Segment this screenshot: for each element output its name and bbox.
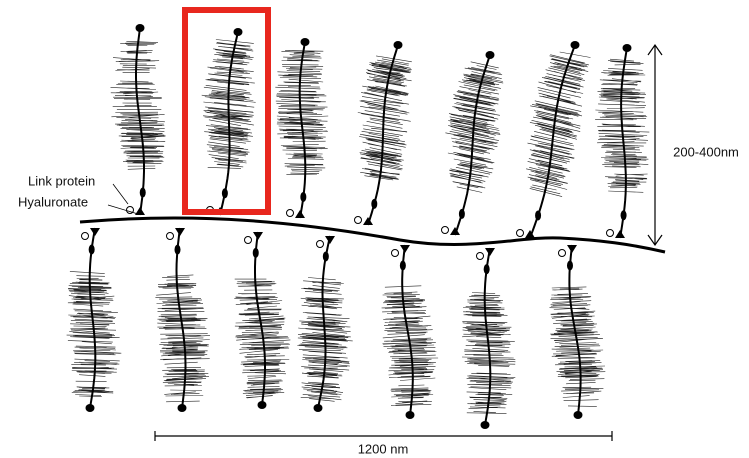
g-domain <box>566 260 573 271</box>
link-protein <box>476 252 484 260</box>
attachment <box>450 227 460 235</box>
core-protein <box>454 54 491 236</box>
g-domain <box>139 187 146 198</box>
attachment <box>400 245 410 253</box>
g1-domain <box>622 44 632 52</box>
g-domain <box>399 260 406 271</box>
g-domain <box>620 210 627 221</box>
attachment <box>615 230 625 238</box>
core-protein <box>317 235 331 409</box>
hyaluronate-label: Hyaluronate <box>18 194 88 209</box>
attachment <box>175 228 185 236</box>
g-domain <box>221 188 228 199</box>
bristles <box>357 55 412 181</box>
link-protein <box>606 229 614 237</box>
link-protein <box>286 209 294 217</box>
g1-domain <box>480 421 490 429</box>
g1-domain <box>393 41 403 49</box>
bristles <box>155 274 211 403</box>
g-domain <box>322 251 329 262</box>
core-protein <box>401 244 414 416</box>
g1-domain <box>300 38 310 46</box>
core-protein <box>88 227 97 409</box>
g-domain <box>88 244 95 255</box>
link-protein <box>391 249 399 257</box>
g-domain <box>458 208 465 219</box>
link-protein <box>354 216 362 224</box>
attachment <box>295 210 305 218</box>
link-protein <box>316 240 324 248</box>
highlight-box <box>182 7 271 215</box>
g1-domain <box>85 404 95 412</box>
core-protein <box>175 227 187 409</box>
attachment <box>135 207 145 215</box>
height-label: 200-400nm <box>673 144 739 159</box>
g1-domain <box>177 404 187 412</box>
link-protein <box>244 236 252 244</box>
core-protein <box>367 44 399 226</box>
g1-domain <box>135 24 145 32</box>
g1-domain <box>313 404 323 412</box>
g-domain <box>174 244 181 255</box>
g1-domain <box>257 401 267 409</box>
attachment <box>90 228 100 236</box>
hyaluronate-backbone <box>79 216 666 254</box>
g1-domain <box>570 41 580 49</box>
core-protein <box>219 31 239 216</box>
monomers <box>66 24 650 429</box>
g-domain <box>535 210 542 221</box>
link-protein <box>166 232 174 240</box>
link-protein <box>558 249 566 257</box>
length-ticks <box>154 431 613 441</box>
g1-domain <box>233 28 243 36</box>
core-protein <box>135 27 145 216</box>
length-label: 1200 nm <box>358 441 409 456</box>
core-protein <box>529 44 576 239</box>
g-domain <box>252 247 259 258</box>
g-domain <box>483 264 490 275</box>
g-domain <box>300 191 307 202</box>
attachment <box>253 232 263 240</box>
g1-domain <box>405 411 415 419</box>
attachment <box>525 230 535 238</box>
core-protein <box>298 41 307 219</box>
link-protein <box>81 232 89 240</box>
attachment <box>325 236 335 244</box>
g1-domain <box>485 51 495 59</box>
link-protein <box>516 229 524 237</box>
bristles <box>526 51 591 197</box>
link-protein <box>441 226 449 234</box>
attachment <box>567 245 577 253</box>
label-leaders <box>107 183 139 215</box>
core-protein <box>568 244 582 416</box>
height-arrows <box>647 43 663 247</box>
attachment <box>363 217 373 225</box>
link-protein-label: Link protein <box>28 173 95 188</box>
core-protein <box>254 231 266 406</box>
core-protein <box>619 47 628 239</box>
g-domain <box>371 198 378 209</box>
attachment <box>485 248 495 256</box>
g1-domain <box>573 411 583 419</box>
core-protein <box>483 247 492 426</box>
